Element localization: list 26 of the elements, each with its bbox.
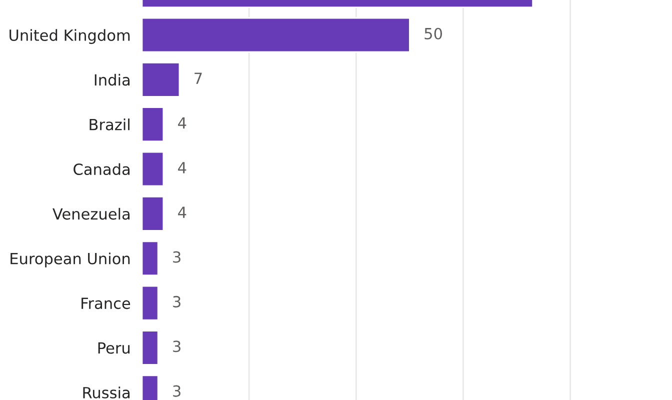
- y-tick-label: United Kingdom: [10, 29, 130, 44]
- y-tick-label: European Union: [10, 252, 130, 268]
- bar: [142, 240, 159, 276]
- data-label: 3: [173, 251, 180, 263]
- bar: [142, 17, 410, 53]
- bar: [142, 106, 164, 142]
- bar: [142, 330, 159, 366]
- y-tick-label: Peru: [98, 342, 130, 354]
- data-label: 3: [173, 385, 180, 397]
- y-tick-label: India: [94, 74, 130, 86]
- bar: [142, 285, 159, 321]
- bar: [142, 62, 180, 98]
- bar: [142, 196, 164, 232]
- data-label: 50: [424, 28, 442, 40]
- data-label: 3: [173, 340, 180, 352]
- data-label: 7: [194, 72, 202, 84]
- y-tick-label: Brazil: [90, 118, 130, 130]
- bar: [142, 151, 164, 187]
- y-tick-label: Russia: [83, 386, 130, 398]
- y-tick-label: Canada: [74, 163, 130, 176]
- y-tick-label: Venezuela: [52, 208, 130, 220]
- data-label: 4: [178, 162, 186, 174]
- y-tick-label: France: [82, 298, 130, 310]
- data-label: 3: [173, 296, 180, 308]
- data-label: 4: [178, 206, 186, 218]
- data-label: 4: [178, 117, 186, 129]
